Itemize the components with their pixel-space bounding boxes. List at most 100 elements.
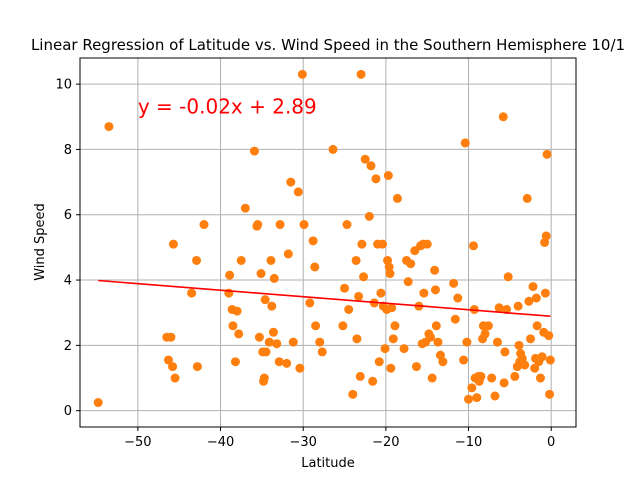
data-point: [104, 122, 114, 132]
data-point: [357, 239, 367, 249]
data-point: [368, 376, 378, 386]
data-point: [228, 321, 238, 331]
data-point: [483, 321, 493, 331]
data-point: [419, 288, 429, 298]
data-point: [283, 249, 293, 259]
data-point: [480, 329, 490, 339]
data-point: [308, 236, 318, 246]
data-point: [492, 337, 502, 347]
data-point: [364, 211, 374, 221]
grid-lines: [80, 58, 576, 427]
y-tick-label: 2: [64, 339, 72, 354]
data-point: [392, 193, 402, 203]
data-point: [366, 161, 376, 171]
data-point: [351, 255, 361, 265]
x-tick-label: −40: [207, 435, 234, 450]
data-point: [386, 363, 396, 373]
data-point: [225, 270, 235, 280]
data-points: [93, 69, 555, 408]
data-point: [187, 288, 197, 298]
data-point: [476, 371, 486, 381]
y-tick-label: 8: [64, 143, 72, 158]
data-point: [384, 262, 394, 272]
x-axis-ticks: −50 −40 −30 −20 −10 0: [124, 427, 555, 450]
data-point: [520, 360, 530, 370]
data-point: [453, 293, 463, 303]
data-point: [467, 383, 477, 393]
data-point: [293, 187, 303, 197]
data-point: [426, 332, 436, 342]
data-point: [261, 347, 271, 357]
data-point: [356, 69, 366, 79]
data-point: [498, 112, 508, 122]
data-point: [422, 239, 432, 249]
data-point: [430, 265, 440, 275]
data-point: [310, 262, 320, 272]
data-point: [526, 334, 536, 344]
data-point: [531, 293, 541, 303]
data-point: [348, 389, 358, 399]
data-point: [311, 321, 321, 331]
data-point: [388, 334, 398, 344]
data-point: [524, 296, 534, 306]
data-point: [168, 362, 178, 372]
data-point: [240, 203, 250, 213]
data-point: [411, 362, 421, 372]
data-point: [192, 362, 202, 372]
y-tick-label: 10: [55, 78, 72, 93]
data-point: [299, 220, 309, 230]
data-point: [438, 357, 448, 367]
data-point: [468, 241, 478, 251]
data-point: [542, 149, 552, 159]
data-point: [510, 371, 520, 381]
data-point: [540, 288, 550, 298]
data-point: [383, 171, 393, 181]
data-point: [166, 332, 176, 342]
data-point: [449, 278, 459, 288]
data-point: [535, 373, 545, 383]
data-point: [403, 277, 413, 287]
data-point: [264, 337, 274, 347]
data-point: [282, 358, 292, 368]
data-point: [199, 220, 209, 230]
data-point: [274, 357, 284, 367]
y-tick-label: 0: [64, 404, 72, 419]
data-point: [513, 301, 523, 311]
data-point: [268, 327, 278, 337]
data-point: [378, 239, 388, 249]
data-point: [260, 295, 270, 305]
data-point: [460, 138, 470, 148]
data-point: [93, 398, 103, 408]
data-point: [431, 321, 441, 331]
data-point: [269, 273, 279, 283]
data-point: [230, 357, 240, 367]
data-point: [267, 301, 277, 311]
regression-equation: y = -0.02x + 2.89: [138, 95, 317, 119]
data-point: [340, 283, 350, 293]
data-point: [544, 331, 554, 341]
y-tick-label: 6: [64, 208, 72, 223]
data-point: [399, 344, 409, 354]
data-point: [315, 337, 325, 347]
data-point: [359, 272, 369, 282]
data-point: [272, 339, 282, 349]
data-point: [545, 389, 555, 399]
data-point: [236, 255, 246, 265]
data-point: [541, 231, 551, 241]
data-point: [253, 220, 263, 230]
data-point: [371, 174, 381, 184]
data-point: [472, 393, 482, 403]
data-point: [355, 371, 365, 381]
data-point: [532, 321, 542, 331]
x-axis-title: Latitude: [301, 456, 355, 471]
data-point: [317, 347, 327, 357]
plot-frame: [79, 57, 577, 428]
data-point: [494, 303, 504, 313]
data-point: [232, 306, 242, 316]
data-point: [288, 337, 298, 347]
data-point: [433, 337, 443, 347]
data-point: [374, 357, 384, 367]
data-point: [192, 255, 202, 265]
data-point: [328, 144, 338, 154]
